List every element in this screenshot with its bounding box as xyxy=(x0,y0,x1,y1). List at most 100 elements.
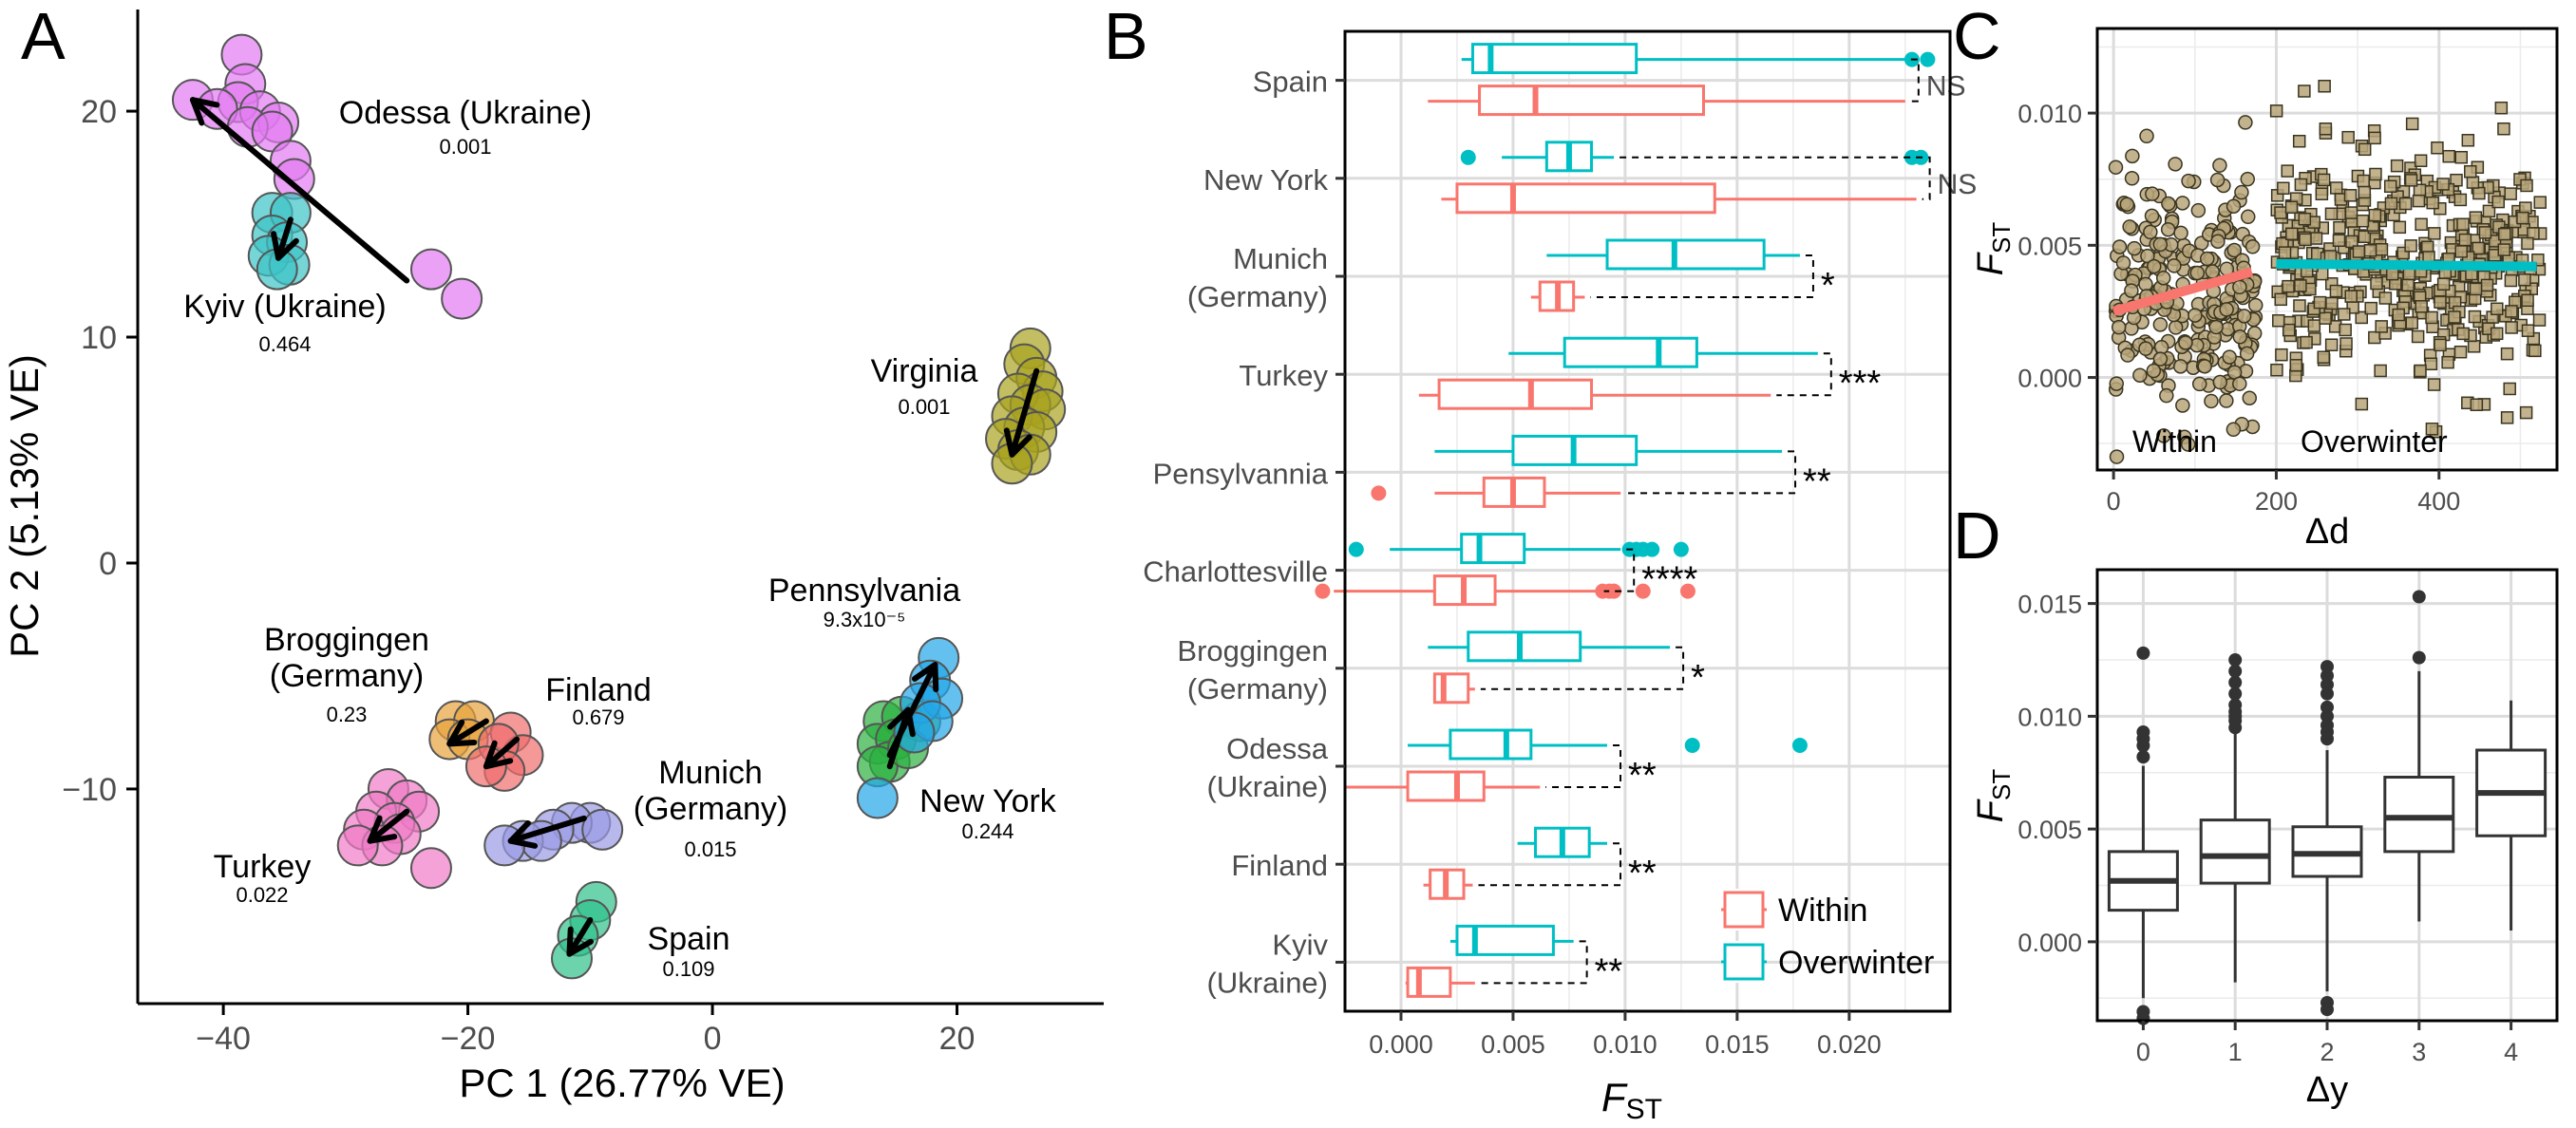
panel-b-pensylvannia-significance: ** xyxy=(1803,461,1831,501)
panel-b-odessa-ukraine-overwinter-box xyxy=(1449,728,1533,761)
panel-c-fit-lines xyxy=(2112,258,2537,316)
panel-b-spain-within-box xyxy=(1478,85,1705,117)
panel-d-x-axis-label: Δy xyxy=(2306,1070,2348,1110)
panel-a-arrowhead-virginia xyxy=(1003,427,1032,458)
panel-c-point-overwinter xyxy=(2521,236,2534,251)
panel-c-point-overwinter xyxy=(2315,187,2329,201)
panel-a-point-new-york xyxy=(856,777,899,819)
panel-c-point-overwinter xyxy=(2344,206,2358,219)
panel-d-box-1-box xyxy=(2199,818,2271,885)
panel-a-arrow-finland xyxy=(483,736,521,770)
panel-c-point-overwinter xyxy=(2329,284,2343,298)
panel-c-point-overwinter xyxy=(2324,338,2339,351)
panel-c-point-overwinter xyxy=(2436,178,2450,191)
panel-c-point-overwinter xyxy=(2472,186,2486,200)
panel-d-x-tick-label: 1 xyxy=(2228,1038,2243,1066)
panel-b-turkey-significance: *** xyxy=(1839,364,1882,404)
panel-b-odessa-ukraine-label-line2: (Ukraine) xyxy=(1207,770,1328,803)
panel-d-x-tick-label: 2 xyxy=(2320,1038,2334,1066)
panel-a-arrow-kyiv-ukraine xyxy=(275,216,294,261)
panel-a-arrowhead-finland xyxy=(483,740,514,770)
panel-d-box-2-outlier xyxy=(2320,660,2334,674)
panel-b-x-axis-label: FST xyxy=(1601,1075,1662,1125)
panel-c-point-within xyxy=(2159,387,2174,404)
panel-a-pvalue-odessa-ukraine: 0.001 xyxy=(439,135,491,159)
panel-b-odessa-ukraine-within-box xyxy=(1406,770,1486,802)
panel-c-point-overwinter xyxy=(2358,185,2372,199)
panel-c-point-within xyxy=(2109,449,2125,464)
panel-c-point-overwinter xyxy=(2494,101,2509,115)
panel-a-label-broggingen-germany: Broggingen xyxy=(264,622,429,658)
panel-c-point-within xyxy=(2172,359,2188,374)
panel-c-point-within xyxy=(2226,198,2242,215)
panel-b-plot-border xyxy=(1343,29,1952,1013)
panel-c-point-overwinter xyxy=(2298,85,2311,98)
panel-b-munich-germany-bracket xyxy=(1590,254,1814,298)
panel-c-point-overwinter xyxy=(2402,268,2416,282)
panel-c-scatter: Within Overwinter 0 200 4000.0000.0050.010 … xyxy=(1971,27,2559,552)
panel-b-spain-significance: NS xyxy=(1926,71,1966,103)
panel-a-arrowhead-broggingen-germany xyxy=(446,719,478,747)
panel-b-spain-overwinter-outlier xyxy=(1920,51,1936,67)
panel-b-x-tick-label: 0.000 xyxy=(1369,1030,1433,1059)
panel-d-box-0-outlier xyxy=(2136,725,2150,739)
panel-c-point-within xyxy=(2219,302,2234,317)
panel-c-point-overwinter xyxy=(2469,282,2483,296)
panel-c-point-overwinter xyxy=(2329,181,2343,195)
panel-c-point-within xyxy=(2132,367,2148,383)
panel-a-arrow-new-york xyxy=(886,662,938,759)
panel-c-point-overwinter xyxy=(2431,141,2444,155)
panel-c-point-overwinter xyxy=(2313,295,2327,310)
panel-c-point-overwinter xyxy=(2300,335,2313,349)
panel-a-arrow-odessa-ukraine xyxy=(189,97,410,284)
panel-d-boxplot: 0 1 2 3 4 0.000 0.005 0.010 0.015 Δy FST xyxy=(1971,568,2559,1110)
panel-c-point-overwinter xyxy=(2332,234,2346,248)
panel-c-point-within xyxy=(2120,348,2135,363)
panel-b-munich-germany-significance: * xyxy=(1821,266,1835,306)
panel-b-finland-label: Finland xyxy=(1231,849,1328,882)
panel-c-point-overwinter xyxy=(2428,227,2441,240)
panel-c-x-tick-label: 200 xyxy=(2255,487,2298,516)
panel-b-charlottesville-overwinter-box xyxy=(1460,533,1526,565)
panel-c-point-overwinter xyxy=(2319,311,2332,325)
panel-c-point-overwinter xyxy=(2341,130,2355,144)
panel-a-point-odessa-ukraine xyxy=(409,248,452,291)
panel-a-arrow-virginia xyxy=(1009,367,1040,458)
panel-c-point-overwinter xyxy=(2412,194,2426,208)
panel-b-odessa-ukraine-overwinter-outlier xyxy=(1684,738,1700,753)
panel-a-arrowhead-kyiv-ukraine xyxy=(271,231,299,261)
panel-a-pvalue-broggingen-germany: 0.23 xyxy=(327,703,368,726)
panel-c-point-overwinter xyxy=(2358,230,2372,244)
panel-c-point-within xyxy=(2222,349,2237,365)
panel-c-point-overwinter xyxy=(2317,173,2331,187)
panel-c-point-overwinter xyxy=(2456,217,2470,231)
panel-a-y-tick-label: 0 xyxy=(99,546,117,582)
panel-b-legend: Within Overwinter xyxy=(1721,889,1934,983)
panel-b-kyiv-ukraine-significance: ** xyxy=(1595,951,1623,991)
panel-c-point-within xyxy=(2119,197,2135,212)
panel-c-point-overwinter xyxy=(2466,176,2480,189)
panel-c-y-tick-label: 0.010 xyxy=(2017,100,2082,128)
panel-c-point-overwinter xyxy=(2272,313,2285,328)
panel-c-point-within xyxy=(2232,329,2248,345)
panel-c-point-within xyxy=(2232,376,2247,391)
panel-c-point-within xyxy=(2112,239,2128,254)
panel-c-annotation-within: Within xyxy=(2132,424,2217,459)
panel-c-point-within xyxy=(2152,236,2169,253)
panel-c-point-overwinter xyxy=(2520,179,2533,193)
panel-c-point-overwinter xyxy=(2490,327,2504,341)
panel-c-point-overwinter xyxy=(2521,293,2534,308)
panel-c-point-within xyxy=(2212,158,2227,173)
panel-d-x-tick-label: 3 xyxy=(2412,1038,2426,1066)
panel-c-point-overwinter xyxy=(2355,310,2369,325)
panel-b-charlottesville-overwinter-outlier xyxy=(1673,541,1689,557)
panel-b-kyiv-ukraine-overwinter-box xyxy=(1455,924,1555,956)
panel-c-point-overwinter xyxy=(2453,345,2468,359)
panel-b-munich-germany-label-line2: (Germany) xyxy=(1187,280,1328,313)
panel-c-point-overwinter xyxy=(2343,189,2358,202)
panel-b-charlottesville-bracket xyxy=(1603,548,1636,592)
